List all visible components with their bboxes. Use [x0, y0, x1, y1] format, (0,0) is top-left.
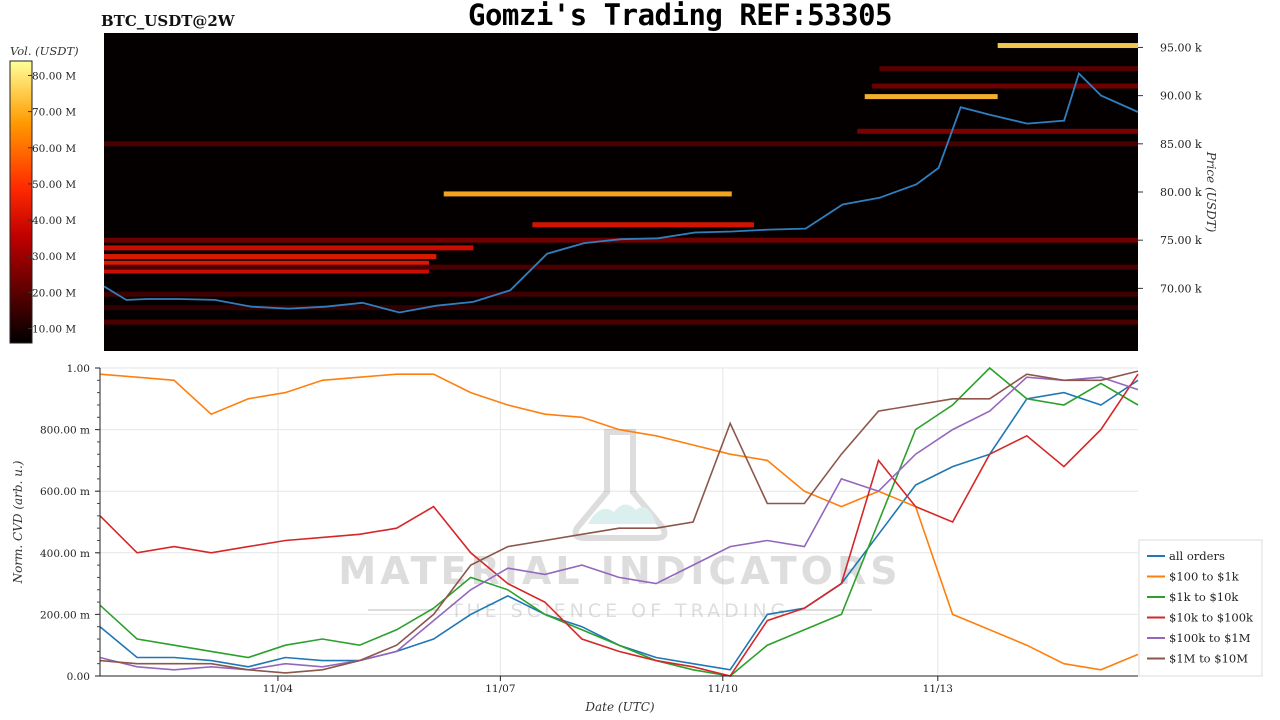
y-tick-label: 200.00 m: [40, 609, 90, 621]
x-tick-label: 11/07: [485, 683, 515, 695]
liquidity-wall: [104, 305, 1138, 311]
x-tick-label: 11/13: [923, 683, 953, 695]
y-tick-label: 600.00 m: [40, 486, 90, 498]
price-tick-label: 70.00 k: [1160, 282, 1202, 295]
legend: all orders $100 to $1k $1k to $10k $10k to …: [1138, 539, 1263, 677]
legend-label: $10k to $100k: [1169, 611, 1254, 625]
price-tick-label: 85.00 k: [1160, 138, 1202, 151]
price-tick-label: 80.00 k: [1160, 186, 1202, 199]
watermark-brand: MATERIAL INDICATORS: [338, 549, 901, 593]
price-line: [103, 71, 1139, 314]
liquidity-wall: [104, 260, 429, 266]
liquidity-wall: [532, 222, 754, 228]
liquidity-wall: [872, 83, 1138, 89]
pair-label: BTC_USDT@2W: [101, 12, 235, 30]
colorbar: [9, 60, 33, 344]
colorbar-label: Vol. (USDT): [10, 44, 79, 58]
legend-label: $1M to $10M: [1169, 652, 1248, 666]
watermark: MATERIAL INDICATORS THE SCIENCE OF TRADIN…: [338, 429, 901, 622]
price-axis-label: Price (USDT): [1204, 151, 1218, 233]
liquidity-wall: [997, 43, 1138, 49]
legend-box: [1138, 539, 1263, 677]
x-tick-label: 11/10: [708, 683, 738, 695]
legend-label: $100k to $1M: [1169, 631, 1251, 645]
liquidity-wall: [443, 191, 732, 197]
liquidity-wall: [104, 319, 1138, 325]
legend-label: $1k to $10k: [1169, 590, 1239, 604]
legend-label: all orders: [1169, 549, 1225, 563]
liquidity-wall: [864, 94, 998, 100]
liquidity-wall: [104, 264, 1138, 270]
flask-icon: [572, 429, 668, 541]
liquidity-wall: [104, 268, 429, 274]
liquidity-wall: [104, 245, 474, 251]
series-line: [99, 373, 1139, 677]
liquidity-wall: [104, 254, 437, 260]
price-tick-label: 75.00 k: [1160, 234, 1202, 247]
liquidity-wall: [857, 128, 1138, 134]
series-line: [99, 373, 1139, 671]
series-line: [99, 370, 1139, 674]
y-tick-label: 0.00: [67, 671, 90, 683]
price-tick-label: 95.00 k: [1160, 41, 1202, 54]
watermark-tagline: THE SCIENCE OF TRADING: [450, 600, 790, 622]
series-line: [99, 376, 1139, 671]
flask-liquid-icon: [588, 504, 656, 524]
x-tick-label: 11/04: [263, 683, 294, 695]
y-axis-label: Norm. CVD (arb. u.): [11, 460, 25, 584]
liquidity-wall: [104, 291, 1138, 297]
liquidity-wall: [104, 237, 1138, 243]
colorbar-tick-label: 30.00 M: [32, 251, 76, 263]
liquidity-wall: [879, 66, 1138, 72]
colorbar-tick-label: 50.00 M: [32, 179, 76, 191]
colorbar-tick-label: 20.00 M: [32, 287, 76, 299]
colorbar-tick-label: 40.00 M: [32, 215, 76, 227]
series-line: [99, 366, 1139, 677]
legend-label: $100 to $1k: [1169, 570, 1240, 584]
chart-title: Gomzi's Trading REF:53305: [468, 0, 893, 32]
y-tick-label: 400.00 m: [40, 548, 90, 560]
colorbar-tick-label: 60.00 M: [32, 143, 76, 155]
y-tick-label: 1.00: [67, 363, 90, 375]
colorbar-tick-label: 10.00 M: [32, 324, 76, 336]
y-tick-label: 800.00 m: [40, 425, 90, 437]
colorbar-tick-label: 80.00 M: [32, 70, 76, 82]
colorbar-tick-label: 70.00 M: [32, 107, 76, 119]
x-axis-label: Date (UTC): [584, 700, 654, 714]
price-tick-label: 90.00 k: [1160, 90, 1202, 103]
liquidity-wall: [104, 141, 1138, 147]
